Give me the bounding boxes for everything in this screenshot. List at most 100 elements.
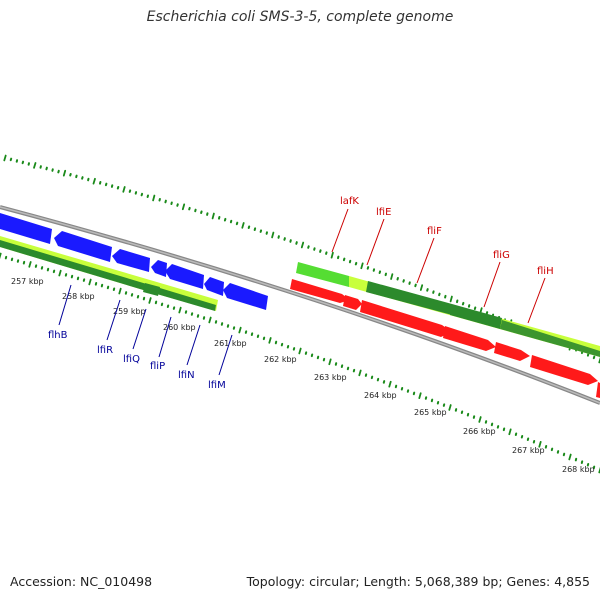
scale-label: 259 kbp bbox=[113, 307, 146, 316]
major-tick bbox=[62, 169, 67, 177]
major-tick bbox=[152, 194, 156, 202]
minor-tick bbox=[200, 210, 203, 214]
reverse-gene bbox=[223, 283, 268, 310]
reverse-gene bbox=[165, 264, 204, 289]
reverse-green-band bbox=[0, 236, 218, 311]
major-tick bbox=[58, 269, 62, 277]
minor-tick bbox=[45, 166, 48, 171]
major-tick bbox=[568, 453, 572, 461]
minor-tick bbox=[354, 261, 358, 266]
minor-tick bbox=[295, 241, 298, 245]
forward-genes bbox=[290, 279, 600, 398]
scale-label: 257 kbp bbox=[11, 277, 44, 286]
major-tick bbox=[122, 186, 126, 193]
outer-tick-ring bbox=[3, 154, 600, 364]
minor-tick bbox=[283, 237, 286, 241]
inner-tick-ring bbox=[0, 252, 600, 474]
gene-label: fliH bbox=[537, 266, 554, 277]
major-tick bbox=[300, 241, 305, 249]
scale-label: 258 kbp bbox=[62, 292, 95, 301]
reverse-gene bbox=[112, 249, 150, 272]
map-title: Escherichia coli SMS-3-5, complete genom… bbox=[146, 9, 454, 25]
forward-gene-labels bbox=[331, 208, 546, 324]
minor-tick bbox=[247, 225, 251, 229]
minor-tick bbox=[116, 186, 120, 190]
major-tick bbox=[211, 212, 215, 220]
reverse-gene bbox=[0, 213, 52, 244]
major-tick bbox=[538, 440, 542, 448]
scale-labels: 257 kbp 258 kbp 259 kbp 260 kbp 261 kbp … bbox=[11, 277, 595, 474]
major-tick bbox=[118, 287, 122, 295]
forward-gene bbox=[360, 300, 452, 337]
forward-gene bbox=[494, 342, 530, 361]
major-tick bbox=[508, 428, 512, 436]
major-tick bbox=[478, 416, 482, 423]
scale-label: 266 kbp bbox=[463, 427, 496, 436]
accession-text: Accession: NC_010498 bbox=[10, 574, 153, 589]
reverse-genes bbox=[0, 213, 268, 310]
gene-label: lfiE bbox=[376, 207, 391, 218]
minor-tick bbox=[485, 311, 489, 315]
major-tick bbox=[33, 162, 37, 169]
major-tick bbox=[418, 392, 422, 400]
major-tick bbox=[360, 262, 364, 270]
gene-label: flhB bbox=[48, 330, 68, 341]
reverse-gene bbox=[151, 260, 167, 277]
reverse-gene-labels bbox=[58, 284, 233, 376]
minor-tick bbox=[426, 288, 429, 292]
major-tick bbox=[390, 273, 394, 280]
minor-tick bbox=[319, 249, 322, 253]
major-tick bbox=[330, 251, 334, 259]
gene-label: fliF bbox=[427, 226, 442, 237]
forward-gene bbox=[596, 382, 600, 398]
scale-label: 263 kbp bbox=[314, 373, 347, 382]
major-tick bbox=[448, 404, 452, 411]
scale-label: 267 kbp bbox=[512, 446, 545, 455]
minor-tick bbox=[69, 173, 72, 177]
gene-label: lafK bbox=[340, 196, 359, 207]
minor-tick bbox=[402, 279, 405, 283]
forward-green-band bbox=[296, 262, 600, 357]
minor-tick bbox=[164, 199, 167, 204]
minor-tick bbox=[81, 176, 84, 180]
scale-label: 260 kbp bbox=[163, 323, 196, 332]
minor-tick bbox=[235, 221, 239, 226]
minor-tick bbox=[378, 270, 382, 274]
minor-tick bbox=[307, 245, 310, 249]
gene-label: fliP bbox=[150, 361, 165, 372]
minor-tick bbox=[461, 301, 465, 306]
forward-gene bbox=[343, 295, 362, 310]
minor-tick bbox=[366, 266, 370, 270]
minor-tick bbox=[342, 257, 346, 262]
major-tick bbox=[358, 369, 362, 377]
gene-label: lfiR bbox=[97, 345, 113, 356]
minor-tick bbox=[104, 182, 108, 187]
major-tick bbox=[208, 316, 212, 324]
major-tick bbox=[328, 358, 332, 366]
gene-label: fliG bbox=[493, 250, 510, 261]
genome-backbone bbox=[0, 205, 600, 405]
minor-tick bbox=[414, 283, 417, 288]
major-tick bbox=[419, 284, 424, 291]
reverse-gene bbox=[204, 277, 224, 296]
minor-tick bbox=[223, 217, 227, 222]
scale-label: 268 kbp bbox=[562, 465, 595, 474]
gene-label: lfiM bbox=[208, 380, 226, 391]
scale-label: 264 kbp bbox=[364, 391, 397, 400]
gene-label: lfiQ bbox=[123, 354, 140, 365]
scale-label: 265 kbp bbox=[414, 408, 447, 417]
scale-label: 261 kbp bbox=[214, 339, 247, 348]
minor-tick bbox=[9, 157, 13, 162]
major-tick bbox=[92, 177, 96, 185]
minor-tick bbox=[438, 292, 441, 297]
major-tick bbox=[148, 297, 152, 304]
forward-gene bbox=[290, 279, 350, 303]
minor-tick bbox=[188, 206, 191, 211]
major-tick bbox=[298, 347, 302, 355]
minor-tick bbox=[128, 189, 132, 193]
major-tick bbox=[178, 306, 182, 314]
major-tick bbox=[271, 231, 275, 239]
minor-tick bbox=[140, 192, 144, 197]
major-tick bbox=[0, 252, 2, 259]
